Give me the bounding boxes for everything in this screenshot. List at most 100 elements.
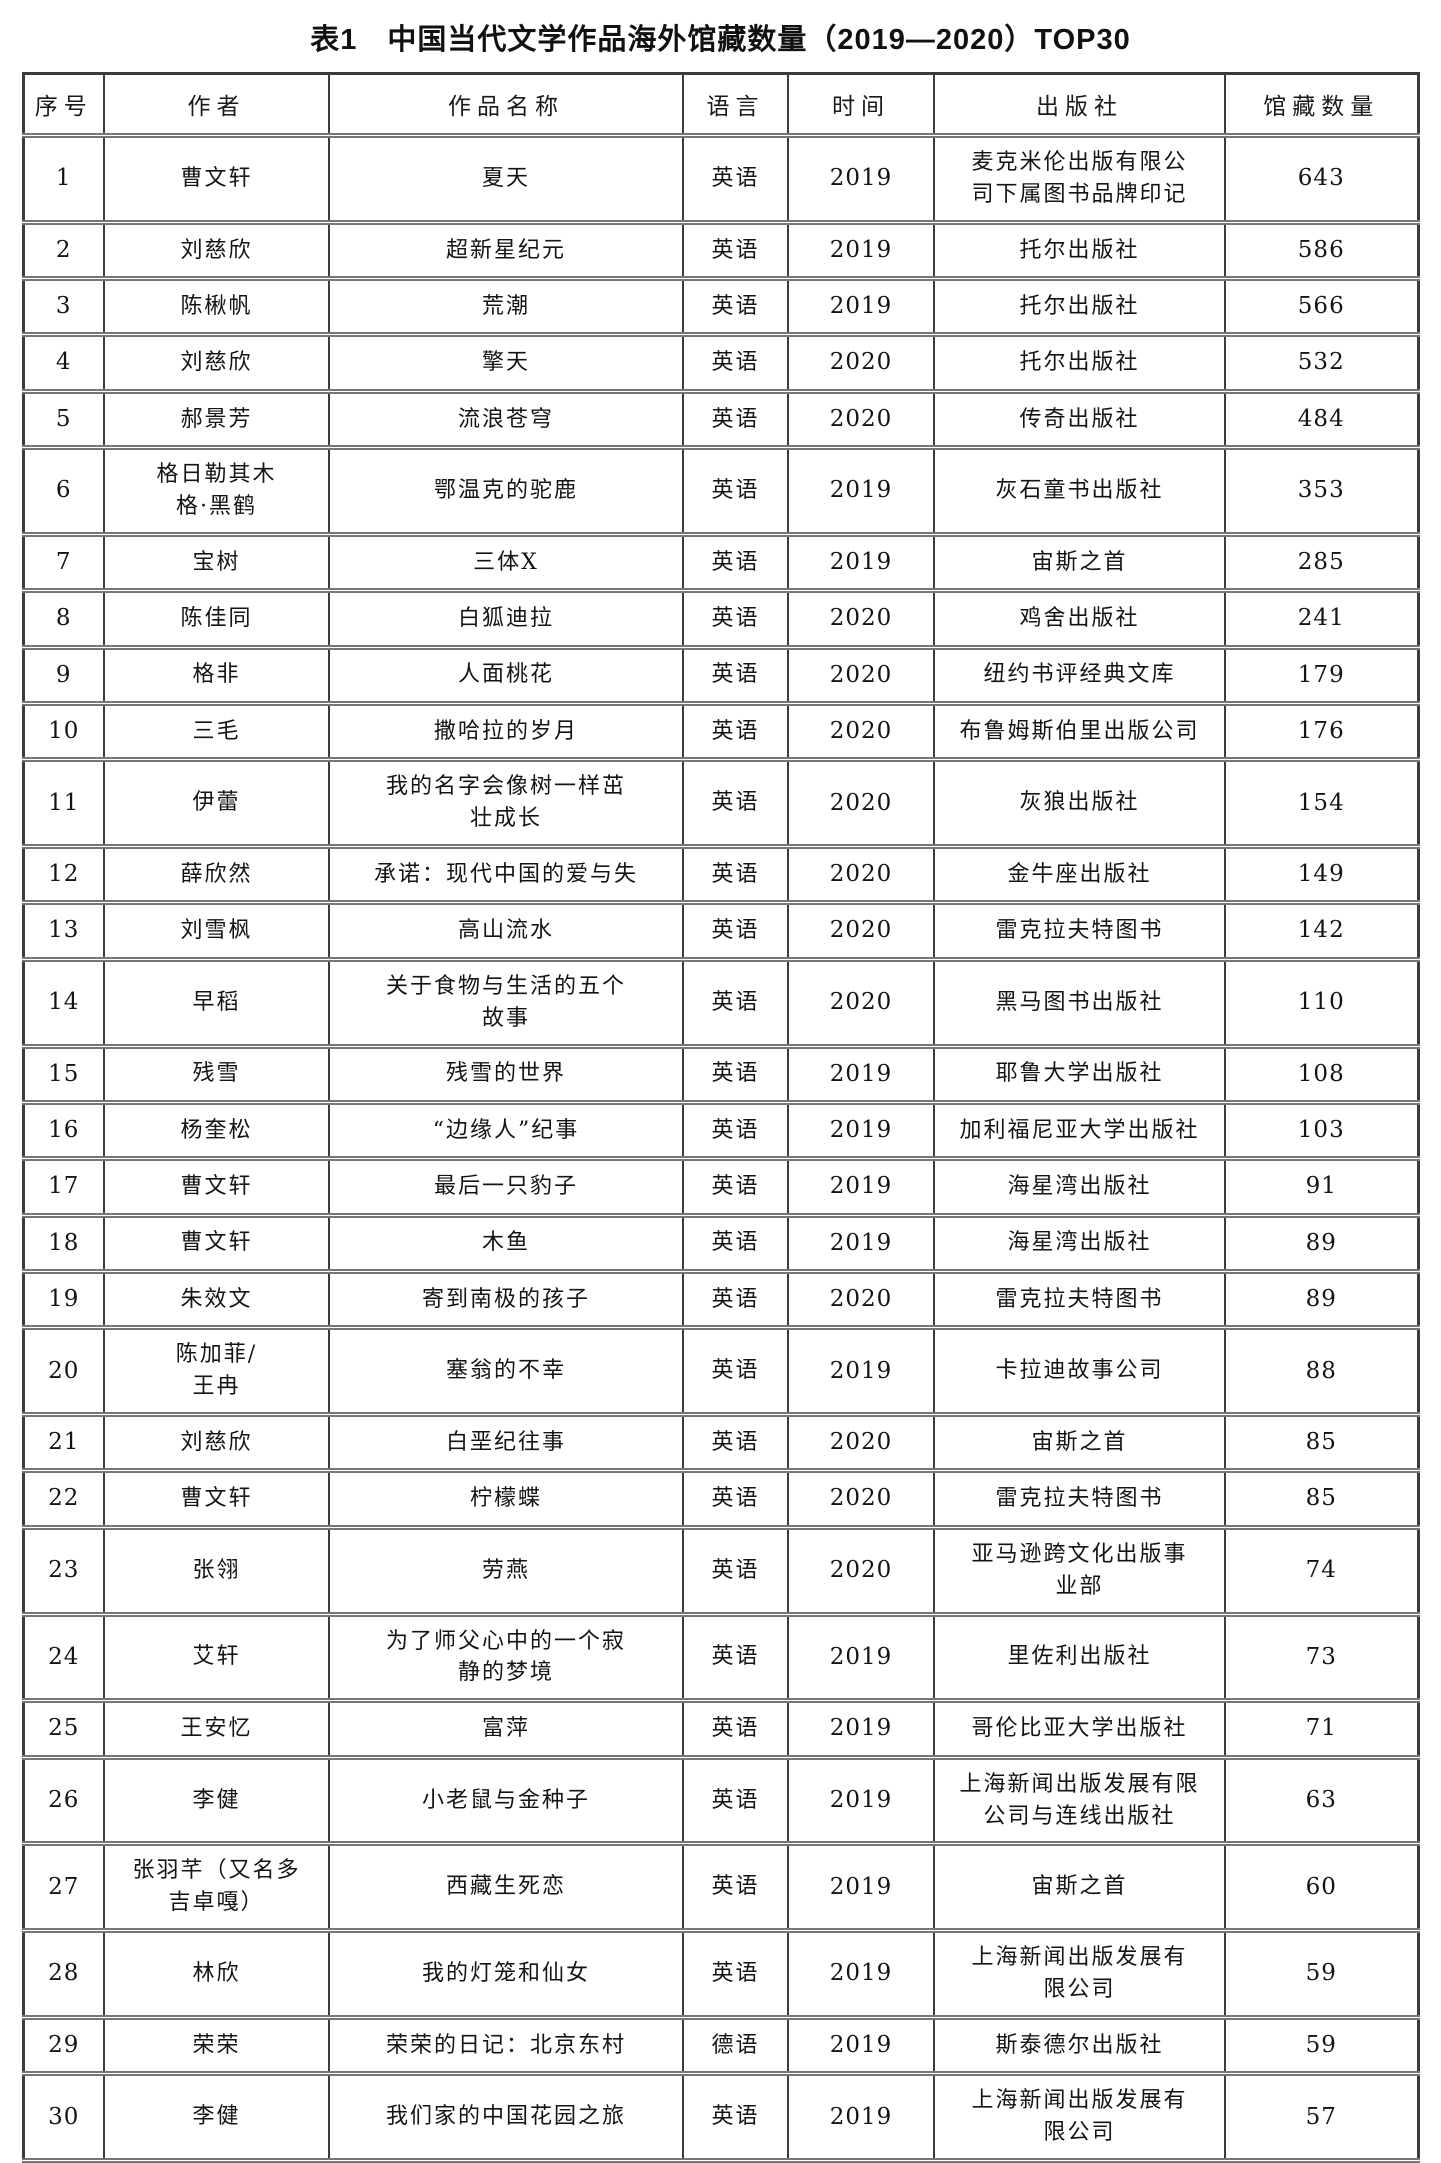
table-cell: 2 <box>22 222 105 282</box>
table-row: 6 格日勒其木 格·黑鹤 鄂温克的驼鹿 英语 2019 灰石童书出版社 353 <box>22 447 1419 537</box>
column-header: 语言 <box>682 73 789 138</box>
table-cell: 陈楸帆 <box>103 278 330 338</box>
table-cell: 3 <box>22 278 105 338</box>
table-cell: 2019 <box>787 1843 935 1934</box>
column-header: 作者 <box>103 73 330 138</box>
table-cell: 我的名字会像树一样茁 壮成长 <box>328 759 684 850</box>
table-cell: 林欣 <box>103 1930 330 2020</box>
table-cell: 布鲁姆斯伯里出版公司 <box>933 703 1226 763</box>
table-cell: 英语 <box>682 534 789 594</box>
table-cell: 海星湾出版社 <box>933 1215 1226 1274</box>
table-row: 12 薛欣然 承诺：现代中国的爱与失 英语 2020 金牛座出版社 149 <box>22 846 1419 906</box>
table-cell: 2020 <box>787 959 935 1049</box>
table-row: 15 残雪 残雪的世界 英语 2019 耶鲁大学出版社 108 <box>22 1046 1419 1105</box>
table-cell: 宝树 <box>103 534 330 594</box>
table-cell: 曹文轩 <box>103 135 330 225</box>
table-cell: 雷克拉夫特图书 <box>933 1470 1226 1530</box>
table-cell: 英语 <box>682 1700 789 1760</box>
table-cell: 上海新闻出版发展有 限公司 <box>933 2073 1226 2163</box>
table-cell: 26 <box>22 1757 105 1847</box>
table-cell: 英语 <box>682 1271 789 1331</box>
table-cell: 1 <box>22 135 105 225</box>
table-cell: 9 <box>22 647 105 706</box>
table-cell: 586 <box>1224 222 1419 282</box>
table-cell: 鸡舍出版社 <box>933 590 1226 650</box>
table-cell: 托尔出版社 <box>933 334 1226 394</box>
table-cell: 566 <box>1224 278 1419 338</box>
table-row: 23 张翎 劳燕 英语 2020 亚马逊跨文化出版事 业部 74 <box>22 1527 1419 1617</box>
table-row: 24 艾轩 为了师父心中的一个寂 静的梦境 英语 2019 里佐利出版社 73 <box>22 1614 1419 1704</box>
table-cell: 59 <box>1224 2017 1419 2077</box>
table-cell: 13 <box>22 902 105 962</box>
table-cell: 陈佳同 <box>103 590 330 650</box>
holdings-table: 序号 作者 作品名称 语言 时间 出版社 馆藏数量 1 曹文轩 夏天 英语 2019 麦克米伦出版有限… <box>21 72 1420 2163</box>
table-cell: 雷克拉夫特图书 <box>933 1271 1226 1331</box>
table-cell: 2020 <box>787 759 935 850</box>
table-cell: 西藏生死恋 <box>328 1843 684 1934</box>
table-cell: 73 <box>1224 1614 1419 1704</box>
table-cell: 英语 <box>682 2073 789 2163</box>
table-cell: 关于食物与生活的五个 故事 <box>328 959 684 1049</box>
table-row: 3 陈楸帆 荒潮 英语 2019 托尔出版社 566 <box>22 278 1419 338</box>
table-cell: 89 <box>1224 1271 1419 1331</box>
header-row: 序号 作者 作品名称 语言 时间 出版社 馆藏数量 <box>22 73 1419 138</box>
table-cell: 托尔出版社 <box>933 222 1226 282</box>
table-cell: 郝景芳 <box>103 391 330 451</box>
table-cell: 英语 <box>682 590 789 650</box>
table-cell: 英语 <box>682 1046 789 1105</box>
table-cell: 刘慈欣 <box>103 334 330 394</box>
table-cell: 英语 <box>682 1414 789 1474</box>
table-cell: 刘慈欣 <box>103 1414 330 1474</box>
table-cell: 2020 <box>787 647 935 706</box>
table-cell: 2019 <box>787 278 935 338</box>
table-cell: 2019 <box>787 135 935 225</box>
table-row: 9 格非 人面桃花 英语 2020 纽约书评经典文库 179 <box>22 647 1419 706</box>
table-cell: 麦克米伦出版有限公 司下属图书品牌印记 <box>933 135 1226 225</box>
table-cell: 最后一只豹子 <box>328 1158 684 1218</box>
table-cell: 英语 <box>682 1757 789 1847</box>
table-cell: 撒哈拉的岁月 <box>328 703 684 763</box>
table-cell: 英语 <box>682 1215 789 1274</box>
table-cell: 张翎 <box>103 1527 330 1617</box>
table-row: 11 伊蕾 我的名字会像树一样茁 壮成长 英语 2020 灰狼出版社 154 <box>22 759 1419 850</box>
table-cell: 2019 <box>787 1046 935 1105</box>
table-cell: 哥伦比亚大学出版社 <box>933 1700 1226 1760</box>
table-cell: 60 <box>1224 1843 1419 1934</box>
table-cell: 2019 <box>787 447 935 537</box>
table-cell: 里佐利出版社 <box>933 1614 1226 1704</box>
table-cell: 加利福尼亚大学出版社 <box>933 1102 1226 1162</box>
table-cell: 塞翁的不幸 <box>328 1327 684 1418</box>
table-row: 16 杨奎松 “边缘人”纪事 英语 2019 加利福尼亚大学出版社 103 <box>22 1102 1419 1162</box>
table-cell: 532 <box>1224 334 1419 394</box>
table-cell: 斯泰德尔出版社 <box>933 2017 1226 2077</box>
table-cell: 英语 <box>682 1102 789 1162</box>
table-row: 20 陈加菲/ 王冉 塞翁的不幸 英语 2019 卡拉迪故事公司 88 <box>22 1327 1419 1418</box>
table-cell: 夏天 <box>328 135 684 225</box>
table-title: 表1 中国当代文学作品海外馆藏数量（2019—2020）TOP30 <box>310 24 1131 56</box>
table-cell: 灰狼出版社 <box>933 759 1226 850</box>
table-cell: 85 <box>1224 1470 1419 1530</box>
table-cell: 宙斯之首 <box>933 1843 1226 1934</box>
table-cell: 108 <box>1224 1046 1419 1105</box>
table-cell: 木鱼 <box>328 1215 684 1274</box>
table-cell: 2020 <box>787 1470 935 1530</box>
table-cell: 柠檬蝶 <box>328 1470 684 1530</box>
table-cell: 2019 <box>787 534 935 594</box>
table-cell: 17 <box>22 1158 105 1218</box>
table-cell: 杨奎松 <box>103 1102 330 1162</box>
table-cell: 流浪苍穹 <box>328 391 684 451</box>
table-cell: 353 <box>1224 447 1419 537</box>
table-cell: 金牛座出版社 <box>933 846 1226 906</box>
table-cell: 我们家的中国花园之旅 <box>328 2073 684 2163</box>
table-cell: 5 <box>22 391 105 451</box>
table-cell: 超新星纪元 <box>328 222 684 282</box>
table-cell: 我的灯笼和仙女 <box>328 1930 684 2020</box>
table-row: 4 刘慈欣 擎天 英语 2020 托尔出版社 532 <box>22 334 1419 394</box>
table-cell: 灰石童书出版社 <box>933 447 1226 537</box>
table-cell: 28 <box>22 1930 105 2020</box>
table-cell: 2019 <box>787 1102 935 1162</box>
table-cell: 2020 <box>787 590 935 650</box>
table-row: 8 陈佳同 白狐迪拉 英语 2020 鸡舍出版社 241 <box>22 590 1419 650</box>
table-cell: 14 <box>22 959 105 1049</box>
table-cell: 22 <box>22 1470 105 1530</box>
